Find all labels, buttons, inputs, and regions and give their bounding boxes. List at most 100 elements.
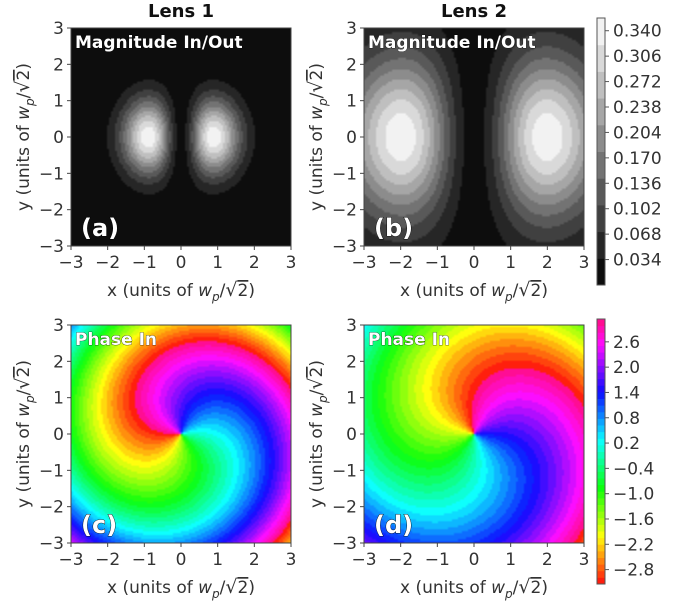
colorbar-band bbox=[597, 398, 605, 406]
x-axis-label: x (units of wp/√2) bbox=[400, 279, 548, 304]
colorbar-tick-label: 0.2 bbox=[613, 434, 640, 454]
colorbar-band bbox=[597, 385, 605, 393]
colorbar-band bbox=[597, 332, 605, 340]
colorbar-frame bbox=[596, 318, 606, 585]
colorbar-band bbox=[597, 458, 605, 466]
x-tick-label: 3 bbox=[286, 253, 297, 273]
colorbar-tick-label: 0.034 bbox=[613, 251, 662, 271]
colorbar-band bbox=[597, 544, 605, 552]
y-axis-label: y (units of wp/√2) bbox=[12, 63, 37, 211]
y-tick-label: 1 bbox=[53, 389, 64, 409]
y-tick-label: −3 bbox=[332, 237, 357, 257]
y-tick-label: 3 bbox=[346, 316, 357, 336]
colorbar-band bbox=[597, 319, 605, 327]
colorbar-band bbox=[597, 557, 605, 565]
x-tick-label: −3 bbox=[351, 253, 376, 273]
x-tick-label: 2 bbox=[542, 550, 553, 570]
colorbar-frame bbox=[596, 17, 606, 286]
y-tick-label: 0 bbox=[346, 128, 357, 148]
colorbar-band bbox=[597, 325, 605, 333]
x-tick-label: 0 bbox=[469, 253, 480, 273]
colorbar-band bbox=[597, 570, 605, 578]
colorbar-band bbox=[597, 504, 605, 512]
panel-a: −3 −2 −1 0 1 2 3 −3 −2 −1 0 1 2 3 x (units of wp/√2) y … bbox=[12, 1, 296, 304]
colorbar-band bbox=[597, 338, 605, 346]
x-tick-label: −1 bbox=[425, 253, 450, 273]
colorbar-band bbox=[597, 491, 605, 499]
panels-layer: −3 −2 −1 0 1 2 3 −3 −2 −1 0 1 2 3 x (units of wp/√2) y … bbox=[12, 1, 589, 601]
colorbar-band bbox=[597, 358, 605, 366]
x-tick-label: −1 bbox=[132, 550, 157, 570]
x-tick-label: 2 bbox=[249, 253, 260, 273]
colorbar-band bbox=[597, 524, 605, 532]
y-tick-label: −1 bbox=[39, 164, 64, 184]
x-tick-label: 1 bbox=[212, 253, 223, 273]
panel-d: −3 −2 −1 0 1 2 3 −3 −2 −1 0 1 2 3 x (units of wp/√2) y … bbox=[305, 316, 589, 601]
colorbar-tick-label: 0.136 bbox=[613, 174, 662, 194]
colorbar-tick-label: 0.238 bbox=[613, 98, 662, 118]
colorbar-tick-label: 0.340 bbox=[613, 22, 662, 42]
y-tick-label: −2 bbox=[332, 201, 357, 221]
y-tick-label: −2 bbox=[39, 201, 64, 221]
colorbar-band bbox=[597, 451, 605, 459]
colorbar-band bbox=[597, 550, 605, 558]
x-tick-label: 0 bbox=[176, 550, 187, 570]
colorbar-band bbox=[597, 444, 605, 452]
colorbar-band bbox=[597, 151, 605, 179]
y-tick-label: −2 bbox=[39, 498, 64, 518]
colorbar-band bbox=[597, 425, 605, 433]
colorbar-tick-label: 0.306 bbox=[613, 47, 662, 67]
panel-label: (b) bbox=[374, 214, 413, 242]
panel-b: −3 −2 −1 0 1 2 3 −3 −2 −1 0 1 2 3 x (units of wp/√2) y … bbox=[305, 1, 589, 304]
colorbar-band bbox=[597, 372, 605, 380]
y-tick-label: −2 bbox=[332, 498, 357, 518]
x-axis-label: x (units of wp/√2) bbox=[400, 576, 548, 601]
colorbar-band bbox=[597, 391, 605, 399]
colorbar-band bbox=[597, 204, 605, 233]
x-tick-label: −3 bbox=[58, 550, 83, 570]
colorbar-tick-label: 2.0 bbox=[613, 358, 640, 378]
y-tick-label: −3 bbox=[332, 534, 357, 554]
inset-title: Magnitude In/Out bbox=[75, 33, 243, 53]
colorbar-band bbox=[597, 577, 605, 585]
colorbars-layer: 0.034 0.068 0.102 0.136 0.170 0.204 0.238 0.272… bbox=[596, 17, 662, 585]
colorbar-band bbox=[597, 345, 605, 353]
density-image bbox=[71, 28, 291, 246]
colorbar-band bbox=[597, 511, 605, 519]
panel-c: −3 −2 −1 0 1 2 3 −3 −2 −1 0 1 2 3 x (units of wp/√2) y … bbox=[12, 316, 296, 601]
y-tick-label: −3 bbox=[39, 534, 64, 554]
x-tick-label: 0 bbox=[469, 550, 480, 570]
colorbar-band bbox=[597, 405, 605, 413]
y-tick-label: −3 bbox=[39, 237, 64, 257]
x-tick-label: −2 bbox=[388, 253, 413, 273]
colorbar-tick-label: 0.272 bbox=[613, 73, 662, 93]
x-tick-label: −1 bbox=[425, 550, 450, 570]
density-image bbox=[364, 325, 584, 543]
panel-label: (c) bbox=[81, 511, 117, 539]
density-image bbox=[364, 28, 584, 246]
magnitude-colorbar: 0.034 0.068 0.102 0.136 0.170 0.204 0.238 0.272… bbox=[596, 17, 662, 286]
x-tick-label: 1 bbox=[212, 550, 223, 570]
y-tick-label: 2 bbox=[346, 352, 357, 372]
inset-title: Phase In bbox=[368, 330, 450, 350]
colorbar-band bbox=[597, 378, 605, 386]
colorbar-band bbox=[597, 464, 605, 472]
colorbar-tick-label: −0.4 bbox=[613, 459, 654, 479]
x-axis-label: x (units of wp/√2) bbox=[107, 279, 255, 304]
column-title: Lens 1 bbox=[148, 1, 214, 22]
y-tick-label: 1 bbox=[346, 92, 357, 112]
colorbar-band bbox=[597, 531, 605, 539]
column-title: Lens 2 bbox=[441, 1, 507, 22]
x-tick-label: 1 bbox=[505, 253, 516, 273]
x-tick-label: 1 bbox=[505, 550, 516, 570]
density-image bbox=[71, 325, 291, 543]
colorbar-band bbox=[597, 564, 605, 572]
colorbar-tick-label: 2.6 bbox=[613, 333, 640, 353]
x-tick-label: −2 bbox=[95, 550, 120, 570]
y-tick-label: 0 bbox=[53, 425, 64, 445]
colorbar-tick-label: −2.2 bbox=[613, 535, 654, 555]
x-tick-label: −2 bbox=[95, 253, 120, 273]
colorbar-band bbox=[597, 497, 605, 505]
x-tick-label: 2 bbox=[249, 550, 260, 570]
colorbar-band bbox=[597, 258, 605, 286]
